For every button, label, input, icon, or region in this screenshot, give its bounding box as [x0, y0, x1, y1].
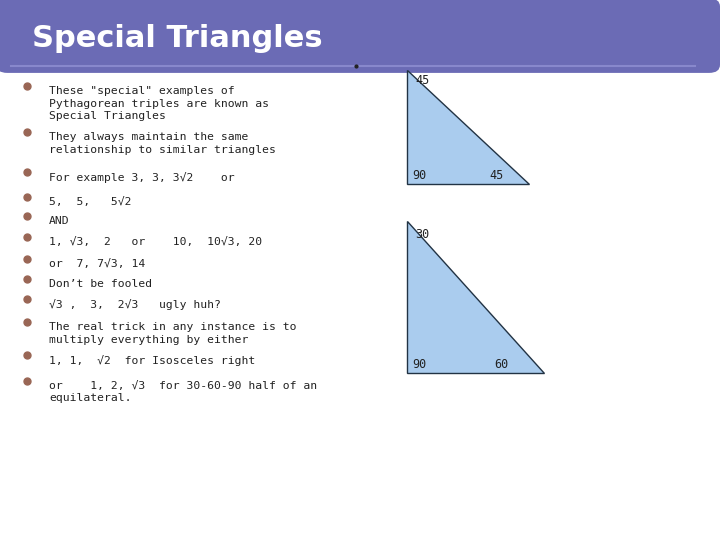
Polygon shape — [407, 221, 544, 373]
Text: 90: 90 — [412, 169, 426, 183]
Text: 90: 90 — [412, 358, 426, 372]
Text: 5,  5,   5√2: 5, 5, 5√2 — [49, 197, 132, 207]
FancyBboxPatch shape — [0, 0, 720, 73]
Text: or  7, 7√3, 14: or 7, 7√3, 14 — [49, 259, 145, 269]
Text: 30: 30 — [415, 227, 430, 241]
Text: 60: 60 — [495, 358, 509, 372]
Text: Special Triangles: Special Triangles — [32, 24, 323, 53]
Text: The real trick in any instance is to
multiply everything by either: The real trick in any instance is to mul… — [49, 322, 297, 345]
Text: For example 3, 3, 3√2    or: For example 3, 3, 3√2 or — [49, 172, 235, 183]
Text: AND: AND — [49, 216, 70, 226]
Polygon shape — [407, 70, 529, 184]
Text: These "special" examples of
Pythagorean triples are known as
Special Triangles: These "special" examples of Pythagorean … — [49, 86, 269, 121]
Text: 1, √3,  2   or    10,  10√3, 20: 1, √3, 2 or 10, 10√3, 20 — [49, 237, 262, 247]
Text: They always maintain the same
relationship to similar triangles: They always maintain the same relationsh… — [49, 132, 276, 154]
Text: 45: 45 — [490, 169, 504, 183]
Text: √3 ,  3,  2√3   ugly huh?: √3 , 3, 2√3 ugly huh? — [49, 299, 221, 309]
Text: Don’t be fooled: Don’t be fooled — [49, 279, 152, 289]
Text: 1, 1,  √2  for Isosceles right: 1, 1, √2 for Isosceles right — [49, 355, 255, 366]
FancyBboxPatch shape — [0, 0, 720, 540]
Text: or    1, 2, √3  for 30-60-90 half of an
equilateral.: or 1, 2, √3 for 30-60-90 half of an equi… — [49, 381, 317, 403]
Text: 45: 45 — [415, 73, 430, 87]
